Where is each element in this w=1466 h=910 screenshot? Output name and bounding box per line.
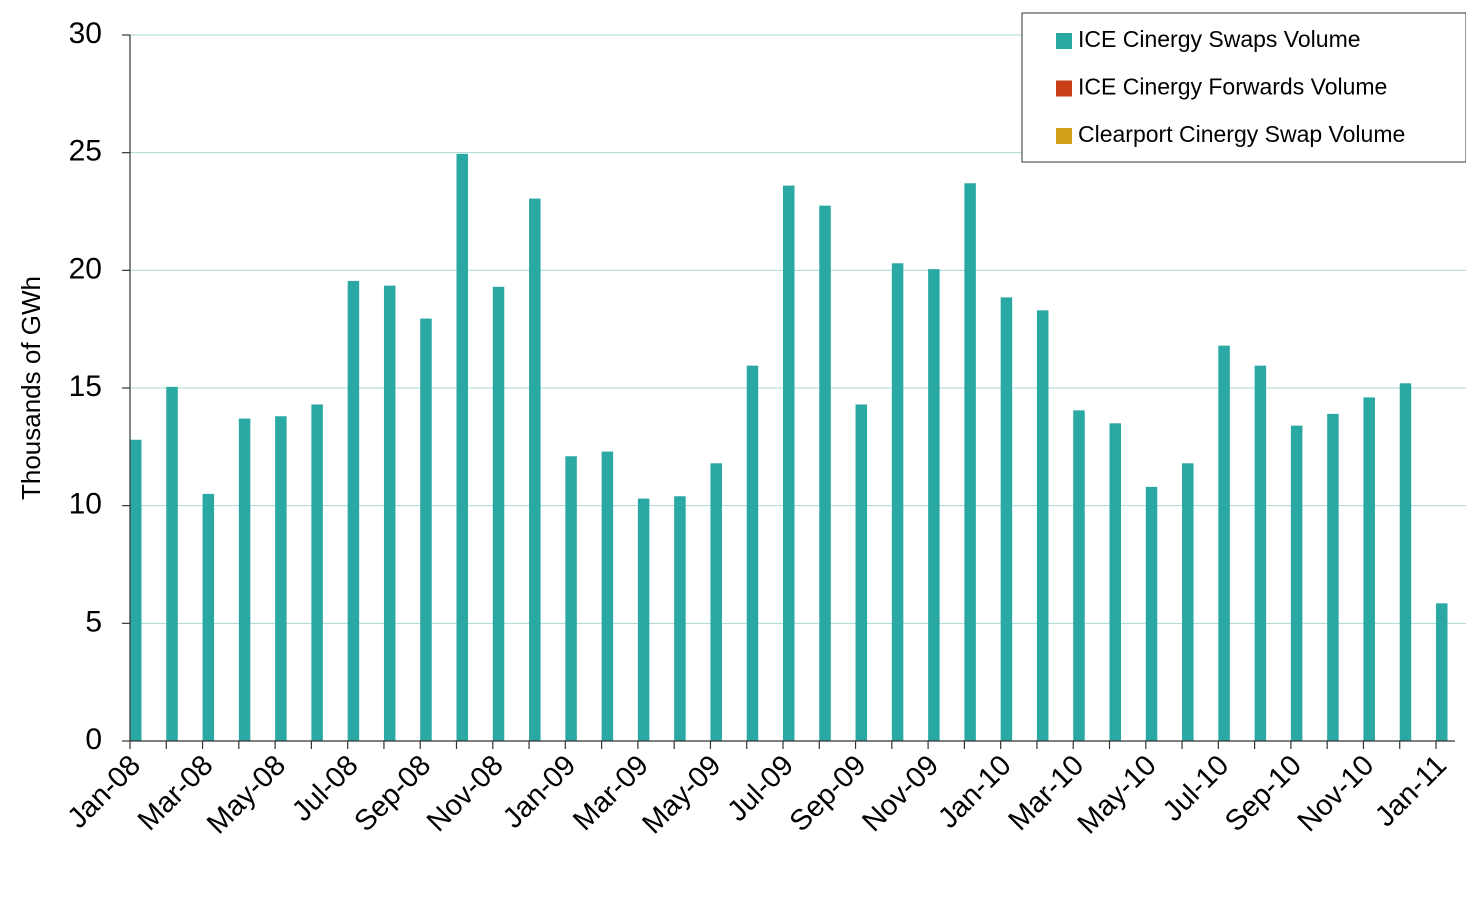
bar — [891, 263, 904, 741]
bar — [275, 416, 287, 741]
x-tick-label: May-08 — [201, 749, 292, 840]
bar — [347, 280, 360, 741]
y-tick-label: 0 — [85, 723, 102, 756]
legend-label: ICE Cinergy Forwards Volume — [1078, 74, 1387, 100]
bar — [1000, 297, 1013, 741]
x-tick-label: Nov-10 — [1292, 749, 1381, 838]
x-tick-label: Jan-09 — [497, 749, 582, 834]
bar — [674, 496, 686, 741]
bar — [1036, 310, 1049, 741]
x-tick-label: Sep-10 — [1219, 749, 1308, 838]
bar — [166, 386, 178, 741]
x-tick-label: Jan-11 — [1369, 749, 1453, 833]
y-tick-label: 20 — [69, 252, 102, 285]
x-tick-label: Sep-08 — [348, 749, 437, 838]
y-tick-label: 25 — [69, 135, 102, 168]
x-tick-label: May-09 — [636, 749, 727, 840]
bar — [130, 439, 142, 741]
bar — [202, 493, 215, 741]
x-tick-label: Nov-09 — [856, 749, 945, 838]
bar — [1254, 365, 1267, 741]
bar — [311, 404, 323, 741]
bar — [1073, 410, 1085, 741]
bar — [746, 365, 759, 741]
bar — [637, 498, 650, 741]
bar — [238, 418, 251, 741]
bar — [783, 185, 795, 741]
bar — [420, 318, 432, 741]
bar — [1399, 383, 1412, 741]
bar — [819, 205, 831, 741]
bar — [1182, 463, 1194, 741]
legend-box — [1021, 12, 1466, 163]
legend-label: ICE Cinergy Swaps Volume — [1078, 26, 1361, 52]
bar — [383, 285, 396, 741]
y-axis-title: Thousands of GWh — [16, 276, 46, 500]
y-tick-label: 10 — [69, 488, 102, 521]
legend-swatch — [1056, 33, 1072, 49]
bar — [529, 198, 541, 742]
bar — [1218, 345, 1230, 741]
y-tick-label: 5 — [85, 605, 102, 638]
bar — [565, 456, 577, 741]
bar — [710, 463, 722, 741]
y-tick-label: 30 — [69, 17, 102, 50]
bar — [1109, 423, 1121, 741]
bar — [492, 286, 505, 741]
legend-swatch — [1056, 128, 1072, 144]
legend-label: Clearport Cinergy Swap Volume — [1078, 121, 1405, 147]
x-tick-label: Nov-08 — [421, 749, 510, 838]
x-tick-label: Jan-08 — [62, 749, 147, 834]
bar — [928, 269, 940, 741]
bar — [964, 183, 976, 741]
bar — [1290, 425, 1303, 741]
x-tick-label: May-10 — [1072, 749, 1163, 840]
bar — [855, 404, 868, 741]
bar — [601, 451, 614, 741]
bar — [1145, 486, 1158, 741]
x-tick-label: Sep-09 — [784, 749, 873, 838]
legend-swatch — [1056, 80, 1072, 97]
bar — [456, 153, 468, 742]
bar — [1436, 603, 1448, 741]
y-tick-label: 15 — [69, 370, 102, 403]
bar — [1327, 413, 1339, 741]
bar — [1363, 397, 1375, 741]
x-tick-label: Jan-10 — [932, 749, 1017, 834]
